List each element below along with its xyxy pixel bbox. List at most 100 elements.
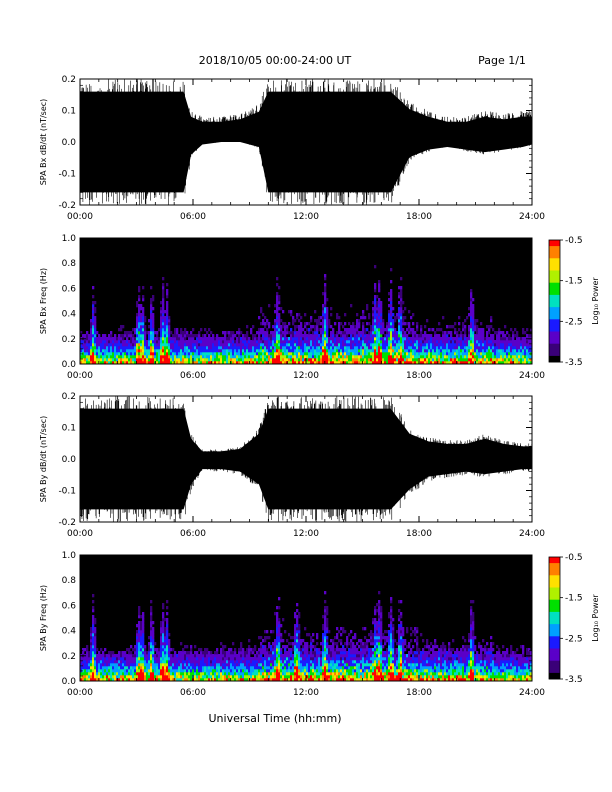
colorbar-swatch (549, 571, 560, 574)
colorbar-swatch (549, 652, 560, 655)
colorbar-swatch (549, 624, 560, 627)
colorbar-swatch (549, 349, 560, 353)
y-tick-label: 0.8 (62, 259, 77, 269)
colorbar-swatch (549, 565, 560, 568)
colorbar-swatch (549, 280, 560, 284)
colorbar-swatch (549, 650, 560, 653)
colorbar-swatch (549, 246, 560, 249)
by-spectrogram-panel: 00:00 06:00 12:00 18:00 24:00 1.0 0.8 0.6 0.4 0.2… (39, 551, 545, 698)
colorbar-swatch (549, 301, 560, 304)
colorbar-swatch (549, 355, 560, 359)
colorbar-swatch (549, 341, 560, 345)
colorbar-swatch (549, 309, 560, 312)
spectrogram-cells (80, 265, 533, 365)
colorbar-swatch (549, 620, 560, 623)
spectrogram-cells (80, 591, 533, 682)
colorbar-swatch (549, 294, 560, 298)
colorbar-swatch (549, 278, 560, 282)
colorbar-tick-label: -0.5 (565, 553, 583, 563)
colorbar-swatch (549, 296, 560, 300)
colorbar-swatch (549, 589, 560, 592)
colorbar-swatch (549, 644, 560, 647)
x-tick-label: 06:00 (180, 212, 206, 222)
colorbar-swatch (549, 256, 560, 259)
colorbar-swatch (549, 662, 560, 666)
colorbar-swatch (549, 264, 560, 267)
x-tick-label: 00:00 (67, 212, 93, 222)
x-tick-label: 24:00 (519, 529, 545, 539)
y-tick-label: 0.2 (62, 75, 76, 85)
y-tick-label: 0.0 (62, 360, 77, 370)
colorbar-swatch (549, 276, 560, 280)
x-tick-label: 00:00 (67, 688, 93, 698)
x-tick-label: 12:00 (293, 212, 319, 222)
colorbar-swatch (549, 315, 560, 318)
colorbar-swatch (549, 615, 560, 619)
x-tick-label: 12:00 (293, 688, 319, 698)
y-tick-label: 1.0 (62, 551, 77, 561)
y-tick-label: 0.2 (62, 335, 76, 345)
colorbar-swatch (549, 567, 560, 570)
page-label: Page 1/1 (478, 54, 526, 67)
y-axis-label: SPA By Freq (Hz) (39, 585, 48, 651)
colorbar-swatch (549, 339, 560, 343)
colorbar-tick-label: -1.5 (565, 277, 583, 287)
colorbar-swatch (549, 575, 560, 578)
colorbar-swatch (549, 292, 560, 296)
colorbar-swatch (549, 561, 560, 564)
colorbar-swatch (549, 597, 560, 601)
colorbar-swatch (549, 607, 560, 611)
y-tick-label: 0.8 (62, 576, 77, 586)
colorbar-swatch (549, 323, 560, 326)
x-tick-label: 06:00 (180, 371, 206, 381)
colorbar-swatch (549, 559, 560, 562)
bx-waveform-panel: 00:00 06:00 12:00 18:00 24:00 0.2 0.1 0.0 -0.1 -0… (39, 75, 545, 222)
colorbar-swatch (549, 270, 560, 273)
colorbar-swatch (549, 581, 560, 584)
colorbar-swatch (549, 632, 560, 635)
colorbar-swatch (549, 357, 560, 361)
colorbar-swatch (549, 605, 560, 609)
colorbar-frame (548, 239, 561, 363)
colorbar-swatch (549, 240, 560, 243)
colorbar-swatch (549, 599, 560, 603)
colorbar-swatch (549, 319, 560, 322)
x-tick-label: 18:00 (406, 688, 432, 698)
colorbar-tick-label: -2.5 (565, 317, 583, 327)
y-tick-label: -0.2 (58, 518, 76, 528)
colorbar-tick-label: -3.5 (565, 675, 583, 685)
colorbar-swatch (549, 325, 560, 328)
y-tick-label: -0.1 (58, 170, 76, 180)
colorbar-swatch (549, 587, 560, 590)
colorbar-swatch (549, 252, 560, 255)
y-axis-label: SPA By dB/dt (nT/sec) (39, 416, 48, 503)
colorbar-swatch (549, 284, 560, 288)
colorbar-swatch (549, 646, 560, 649)
colorbar-swatch (549, 676, 560, 680)
colorbar-swatch (549, 343, 560, 347)
colorbar-swatch (549, 674, 560, 678)
colorbar-tick-label: -3.5 (565, 358, 583, 368)
colorbar-swatch (549, 250, 560, 253)
y-axis-label: SPA Bx dB/dt (nT/sec) (39, 99, 48, 186)
by-colorbar: -0.5 -1.5 -2.5 -3.5 Log₁₀ Power (548, 553, 600, 685)
colorbar-swatch (549, 577, 560, 580)
colorbar-swatch (549, 569, 560, 572)
colorbar-swatch (549, 335, 560, 338)
colorbar-swatch (549, 345, 560, 349)
colorbar-swatch (549, 242, 560, 245)
colorbar-swatch (549, 351, 560, 355)
y-tick-label: 0.0 (62, 677, 77, 687)
colorbar-swatch (549, 333, 560, 336)
y-tick-label: 1.0 (62, 234, 77, 244)
colorbar-swatch (549, 638, 560, 641)
plot-frame-top (79, 78, 533, 206)
colorbar-swatch (549, 563, 560, 566)
x-tick-label: 18:00 (406, 212, 432, 222)
colorbar-swatch (549, 666, 560, 670)
colorbar-swatch (549, 626, 560, 629)
colorbar-swatch (549, 307, 560, 310)
colorbar-swatch (549, 668, 560, 672)
colorbar-swatch (549, 311, 560, 314)
